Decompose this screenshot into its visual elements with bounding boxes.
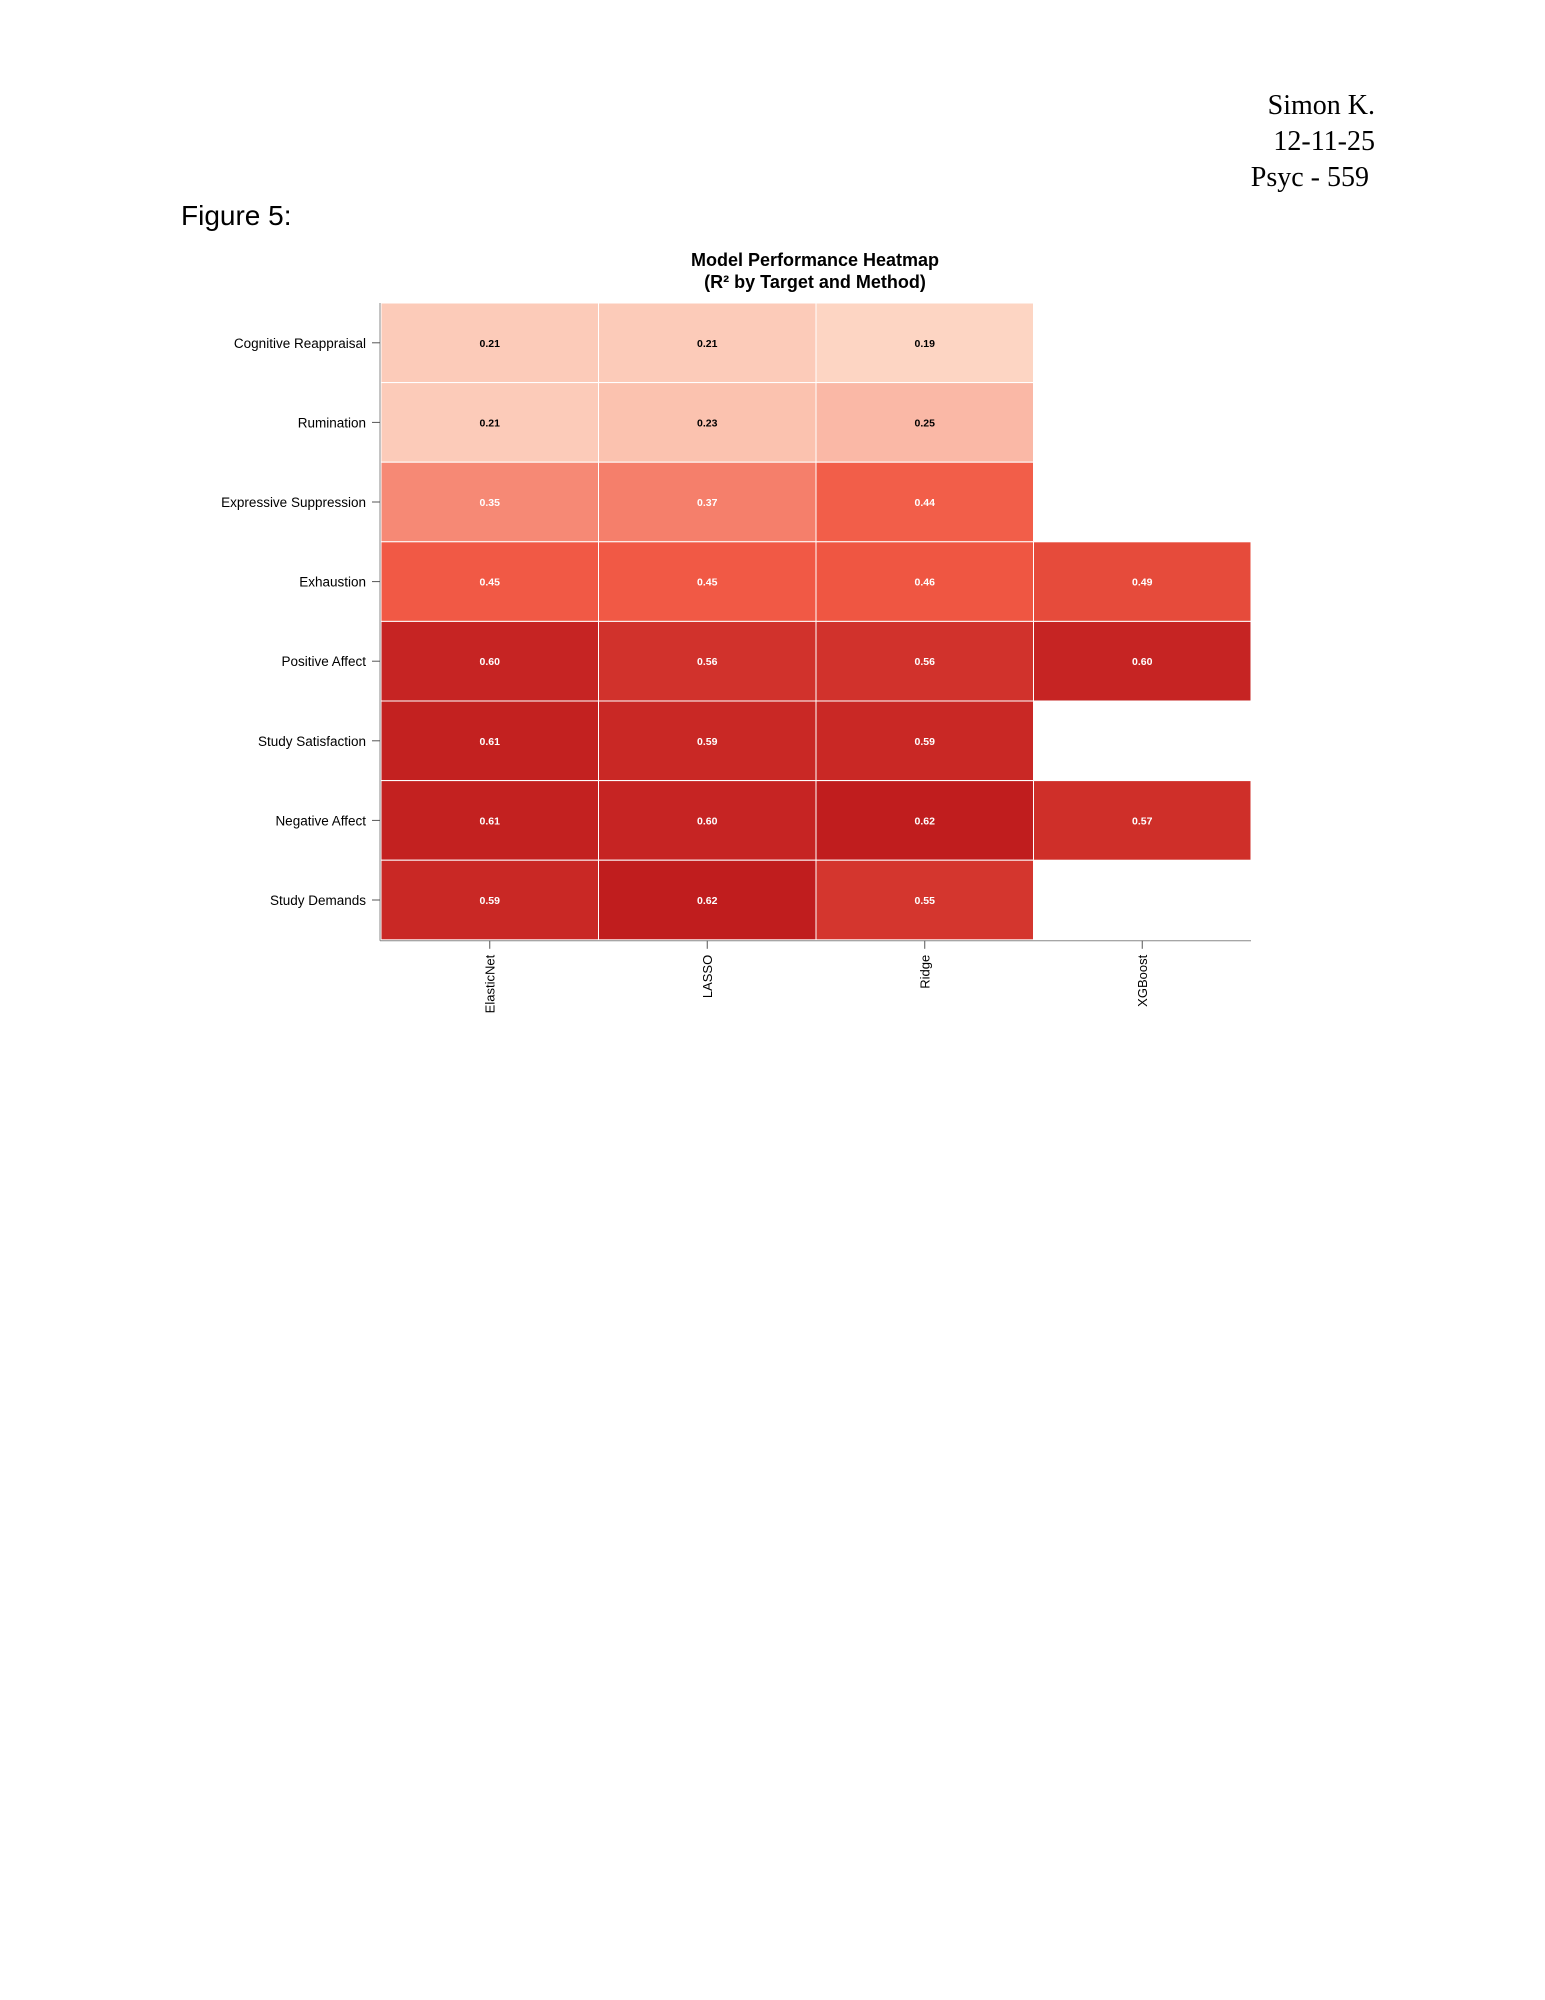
- chart-title-line2: (R² by Target and Method): [704, 272, 926, 292]
- cell-value-label: 0.19: [915, 338, 936, 350]
- heatmap-cell: [815, 700, 1034, 782]
- heatmap-cell: [380, 302, 599, 384]
- x-tick-label: ElasticNet: [482, 954, 497, 1013]
- heatmap-chart: Model Performance Heatmap (R² by Target …: [221, 250, 1252, 1013]
- heatmap-cell: [1033, 620, 1252, 702]
- author-name: Simon K.: [1267, 90, 1375, 121]
- heatmap-cell: [380, 461, 599, 543]
- x-tick-label: Ridge: [917, 955, 932, 989]
- cell-value-label: 0.59: [915, 736, 936, 748]
- cell-value-label: 0.61: [480, 736, 501, 748]
- cell-value-label: 0.21: [480, 417, 501, 429]
- cell-value-label: 0.44: [915, 497, 936, 509]
- cell-value-label: 0.23: [697, 417, 718, 429]
- x-tick-label: XGBoost: [1135, 954, 1150, 1006]
- heatmap-cell: [380, 700, 599, 782]
- cell-value-label: 0.60: [1132, 656, 1153, 668]
- heatmap-cell: [598, 302, 817, 384]
- page-header: Simon K. 12-11-25 Psyc - 559: [1251, 88, 1375, 196]
- chart-title-line1: Model Performance Heatmap: [691, 250, 939, 270]
- heatmap-cell: [598, 859, 817, 941]
- cell-value-label: 0.56: [697, 656, 718, 668]
- y-tick-label: Negative Affect: [275, 813, 366, 828]
- y-tick-label: Cognitive Reappraisal: [234, 336, 366, 351]
- heatmap-cell: [598, 700, 817, 782]
- cell-value-label: 0.35: [480, 497, 501, 509]
- heatmap-axes: Cognitive Reappraisal Rumination Expressiv…: [221, 303, 1251, 1013]
- heatmap-cell: [815, 859, 1034, 941]
- y-tick-label: Study Demands: [270, 893, 366, 908]
- y-tick-label: Study Satisfaction: [258, 734, 366, 749]
- y-tick-label: Positive Affect: [281, 654, 366, 669]
- heatmap-cell: [815, 780, 1034, 861]
- x-tick-label: LASSO: [700, 955, 715, 998]
- cell-value-label: 0.55: [915, 895, 936, 907]
- date-text: 12-11-25: [1273, 126, 1375, 157]
- heatmap-cells: 0.21 0.21 0.19 0.21 0.23 0.25 0.35 0.37 0.44 0.45…: [380, 302, 1252, 941]
- cell-value-label: 0.57: [1132, 815, 1153, 827]
- cell-value-label: 0.45: [697, 577, 718, 589]
- y-tick-label: Exhaustion: [299, 575, 366, 590]
- heatmap-cell: [815, 302, 1034, 384]
- cell-value-label: 0.62: [697, 895, 718, 907]
- cell-value-label: 0.45: [480, 577, 501, 589]
- cell-value-label: 0.25: [915, 417, 936, 429]
- heatmap-cell: [1033, 780, 1252, 861]
- y-tick-label: Expressive Suppression: [221, 495, 366, 510]
- course-code: Psyc - 559: [1250, 162, 1369, 193]
- heatmap-cell: [598, 382, 817, 463]
- cell-value-label: 0.21: [697, 338, 718, 350]
- cell-value-label: 0.59: [480, 895, 501, 907]
- heatmap-cell: [380, 541, 599, 622]
- figure-label: Figure 5:: [181, 200, 292, 231]
- y-tick-label: Rumination: [298, 415, 366, 430]
- heatmap-cell: [598, 461, 817, 543]
- cell-value-label: 0.37: [697, 497, 718, 509]
- cell-value-label: 0.60: [480, 656, 501, 668]
- cell-value-label: 0.56: [915, 656, 936, 668]
- heatmap-cell: [598, 541, 817, 622]
- heatmap-cell: [598, 620, 817, 702]
- heatmap-cell: [380, 620, 599, 702]
- cell-value-label: 0.59: [697, 736, 718, 748]
- heatmap-cell: [815, 620, 1034, 702]
- cell-value-label: 0.60: [697, 815, 718, 827]
- cell-value-label: 0.62: [915, 815, 936, 827]
- cell-value-label: 0.46: [915, 577, 936, 589]
- heatmap-cell: [815, 541, 1034, 622]
- heatmap-cell: [815, 461, 1034, 543]
- heatmap-cell: [380, 382, 599, 463]
- cell-value-label: 0.61: [480, 815, 501, 827]
- cell-value-label: 0.21: [480, 338, 501, 350]
- cell-value-label: 0.49: [1132, 577, 1153, 589]
- heatmap-cell: [598, 780, 817, 861]
